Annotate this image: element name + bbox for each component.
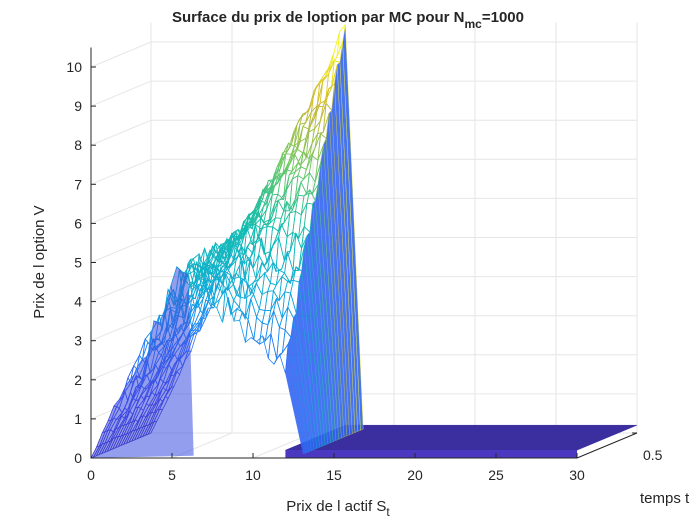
- x-tick-label: 30: [569, 467, 585, 483]
- z-axis-label: Prix de l option V: [31, 205, 48, 318]
- surface-drop: [342, 24, 364, 431]
- surface-cell: [278, 275, 289, 301]
- title-main: Surface du prix de loption par MC pour N: [172, 9, 465, 26]
- surface-mesh: [90, 23, 638, 459]
- title-suffix: =1000: [482, 9, 524, 26]
- grid-line-left-z: [90, 315, 152, 342]
- surface-cell: [270, 261, 280, 286]
- z-tick-label: 8: [74, 137, 82, 153]
- grid-line-left-z: [90, 237, 152, 263]
- z-tick-label: 1: [74, 411, 82, 427]
- x-tick-label: 15: [326, 467, 342, 483]
- surface-front-ramp: [91, 266, 194, 458]
- x-axis-label: Prix de l actif St: [286, 498, 390, 519]
- grid-line-left-z: [90, 354, 152, 381]
- surface-cell: [287, 292, 297, 319]
- grid-line-left-z: [90, 80, 152, 107]
- z-tick-label: 0: [74, 450, 82, 466]
- grid-line-left-z: [90, 197, 152, 224]
- z-tick-label: 5: [74, 255, 82, 271]
- surface-floor-front: [285, 450, 577, 458]
- z-tick-label: 6: [74, 215, 82, 231]
- x-label-subscript: t: [386, 505, 390, 519]
- grid-line-left-z: [90, 119, 152, 146]
- x-tick-label: 10: [245, 467, 261, 483]
- surface-cell: [267, 333, 278, 365]
- grid-line-left-z: [90, 158, 152, 185]
- x-tick-label: 25: [488, 467, 504, 483]
- x-tick-label: 5: [168, 467, 176, 483]
- surface-cell: [275, 237, 285, 273]
- title-subscript: mc: [465, 17, 483, 31]
- z-tick-label: 10: [66, 59, 82, 75]
- surface-cell: [322, 63, 332, 82]
- grid-line-left-z: [90, 41, 152, 68]
- x-tick-label: 20: [407, 467, 423, 483]
- surface-cell: [281, 291, 292, 319]
- chart-title: Surface du prix de loption par MC pour N…: [172, 9, 524, 31]
- z-tick-label: 4: [74, 294, 82, 310]
- y-axis-line: [576, 432, 638, 459]
- surface-cell: [258, 238, 268, 267]
- axes: 0 5 10 15 20 25 30 0 1 2 3 4 5 6 7 8 9 10 0.5: [66, 47, 663, 483]
- x-label-main: Prix de l actif S: [286, 498, 386, 515]
- z-tick-label: 3: [74, 333, 82, 349]
- surface-cell: [274, 199, 285, 219]
- z-tick-label: 9: [74, 98, 82, 114]
- y-axis-label: temps t: [640, 490, 690, 507]
- surface-cell: [298, 203, 308, 239]
- grid-line-left-z: [90, 276, 152, 303]
- x-tick-label: 0: [87, 467, 95, 483]
- z-tick-label: 2: [74, 372, 82, 388]
- y-tick-label: 0.5: [643, 447, 663, 463]
- z-tick-label: 7: [74, 176, 82, 192]
- surface-cell: [294, 151, 304, 174]
